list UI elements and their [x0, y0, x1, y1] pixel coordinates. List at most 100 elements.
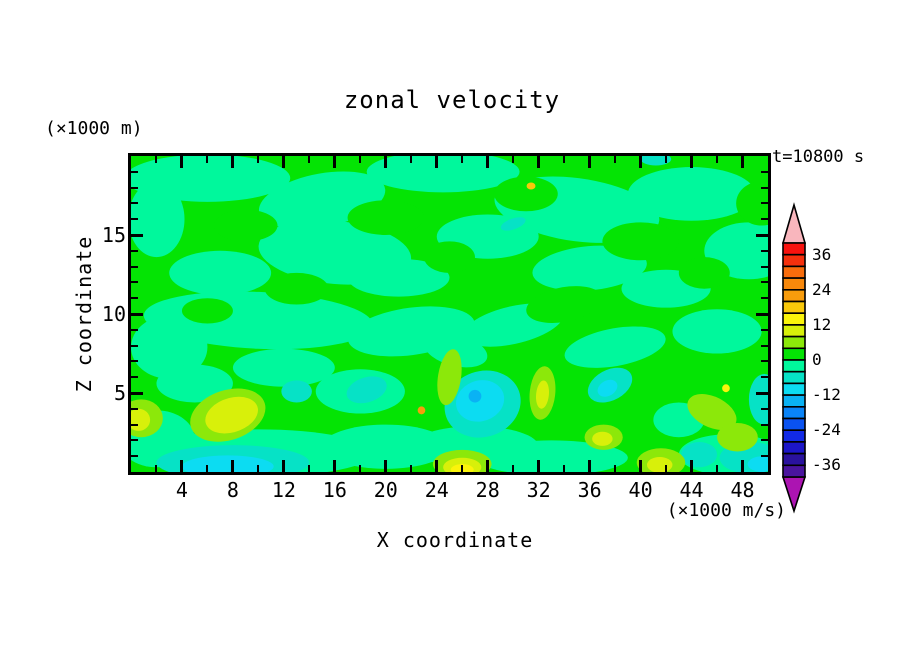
contour-blob — [468, 389, 482, 403]
contour-blob — [747, 456, 768, 472]
colorbar-level — [782, 253, 806, 268]
tick-mark — [131, 202, 138, 205]
colorbar-tick-label: -36 — [812, 455, 841, 475]
tick-mark — [180, 156, 184, 168]
contour-blob — [678, 257, 730, 289]
colorbar-level — [782, 429, 806, 443]
tick-mark — [131, 376, 138, 379]
contour-blob — [169, 250, 272, 296]
tick-mark — [756, 391, 768, 395]
tick-mark — [761, 218, 768, 221]
tick-mark — [512, 465, 515, 472]
tick-mark — [231, 156, 235, 168]
contour-blob — [717, 423, 758, 452]
colorbar-level — [782, 300, 806, 314]
colorbar-arrow — [781, 202, 807, 244]
tick-mark — [131, 439, 138, 442]
tick-mark — [435, 156, 439, 168]
contour-blob — [455, 380, 505, 422]
contour-blob — [346, 376, 387, 404]
tick-mark — [131, 360, 138, 363]
tick-mark — [131, 281, 138, 284]
tick-mark — [665, 465, 668, 472]
colorbar-tick-label: -24 — [812, 420, 841, 440]
tick-mark — [410, 156, 413, 163]
contour-blob — [264, 272, 329, 305]
contour-blob — [322, 424, 450, 469]
tick-mark — [131, 233, 143, 237]
tick-mark — [384, 156, 388, 168]
colorbar-level — [782, 370, 806, 385]
tick-mark — [359, 465, 362, 472]
tick-mark — [741, 460, 745, 472]
colorbar-tick-label: 36 — [812, 244, 832, 264]
tick-mark — [665, 156, 668, 163]
tick-mark — [206, 465, 209, 472]
tick-mark — [761, 202, 768, 205]
tick-mark — [131, 186, 138, 189]
tick-mark — [131, 328, 138, 331]
contour-blob — [602, 222, 679, 261]
x-tick-label: 44 — [679, 478, 704, 502]
colorbar-tick-label: 0 — [812, 350, 822, 369]
x-tick-label: 16 — [322, 478, 347, 502]
contour-blob — [347, 200, 425, 235]
tick-mark — [155, 156, 158, 163]
tick-mark — [761, 249, 768, 252]
tick-mark — [588, 156, 592, 168]
tick-mark — [155, 465, 158, 472]
y-axis-units-label: (×1000 m) — [45, 118, 143, 139]
chart-title: zonal velocity — [343, 86, 561, 114]
x-tick-label: 40 — [628, 478, 653, 502]
colorbar-level — [782, 359, 806, 373]
colorbar-level — [782, 289, 806, 303]
colorbar-level — [782, 452, 806, 467]
tick-mark — [716, 156, 719, 163]
tick-mark — [461, 465, 464, 472]
colorbar-level — [782, 417, 806, 431]
tick-mark — [461, 156, 464, 163]
colorbar-level — [782, 406, 806, 420]
tick-mark — [761, 170, 768, 173]
tick-mark — [537, 156, 541, 168]
contour-blob — [687, 394, 737, 430]
tick-mark — [359, 156, 362, 163]
tick-mark — [761, 186, 768, 189]
tick-mark — [639, 156, 643, 168]
tick-mark — [588, 460, 592, 472]
tick-mark — [131, 312, 143, 316]
tick-mark — [131, 423, 138, 426]
tick-mark — [512, 156, 515, 163]
tick-mark — [614, 465, 617, 472]
tick-mark — [761, 439, 768, 442]
tick-mark — [435, 460, 439, 472]
contour-blob — [232, 348, 335, 387]
tick-mark — [131, 297, 138, 300]
colorbar-level — [782, 441, 806, 455]
tick-mark — [131, 218, 138, 221]
contour-blob — [131, 315, 208, 379]
x-tick-label: 28 — [475, 478, 500, 502]
contour-blob — [500, 217, 526, 231]
colorbar — [781, 202, 807, 514]
colorbar-tick-label: 24 — [812, 279, 832, 299]
tick-mark — [131, 170, 138, 173]
tick-mark — [761, 423, 768, 426]
tick-mark — [282, 156, 286, 168]
tick-mark — [131, 265, 138, 268]
tick-mark — [761, 376, 768, 379]
contour-blob — [222, 403, 254, 424]
x-axis-title: X coordinate — [376, 528, 534, 552]
colorbar-level — [782, 335, 806, 350]
contour-blob — [736, 181, 768, 226]
contour-blob — [437, 349, 462, 406]
colorbar-level — [782, 242, 806, 256]
tick-mark — [308, 465, 311, 472]
tick-mark — [761, 281, 768, 284]
colorbar-level — [782, 347, 806, 361]
tick-mark — [537, 460, 541, 472]
contour-blob — [424, 241, 475, 273]
tick-mark — [180, 460, 184, 472]
tick-mark — [333, 460, 337, 472]
